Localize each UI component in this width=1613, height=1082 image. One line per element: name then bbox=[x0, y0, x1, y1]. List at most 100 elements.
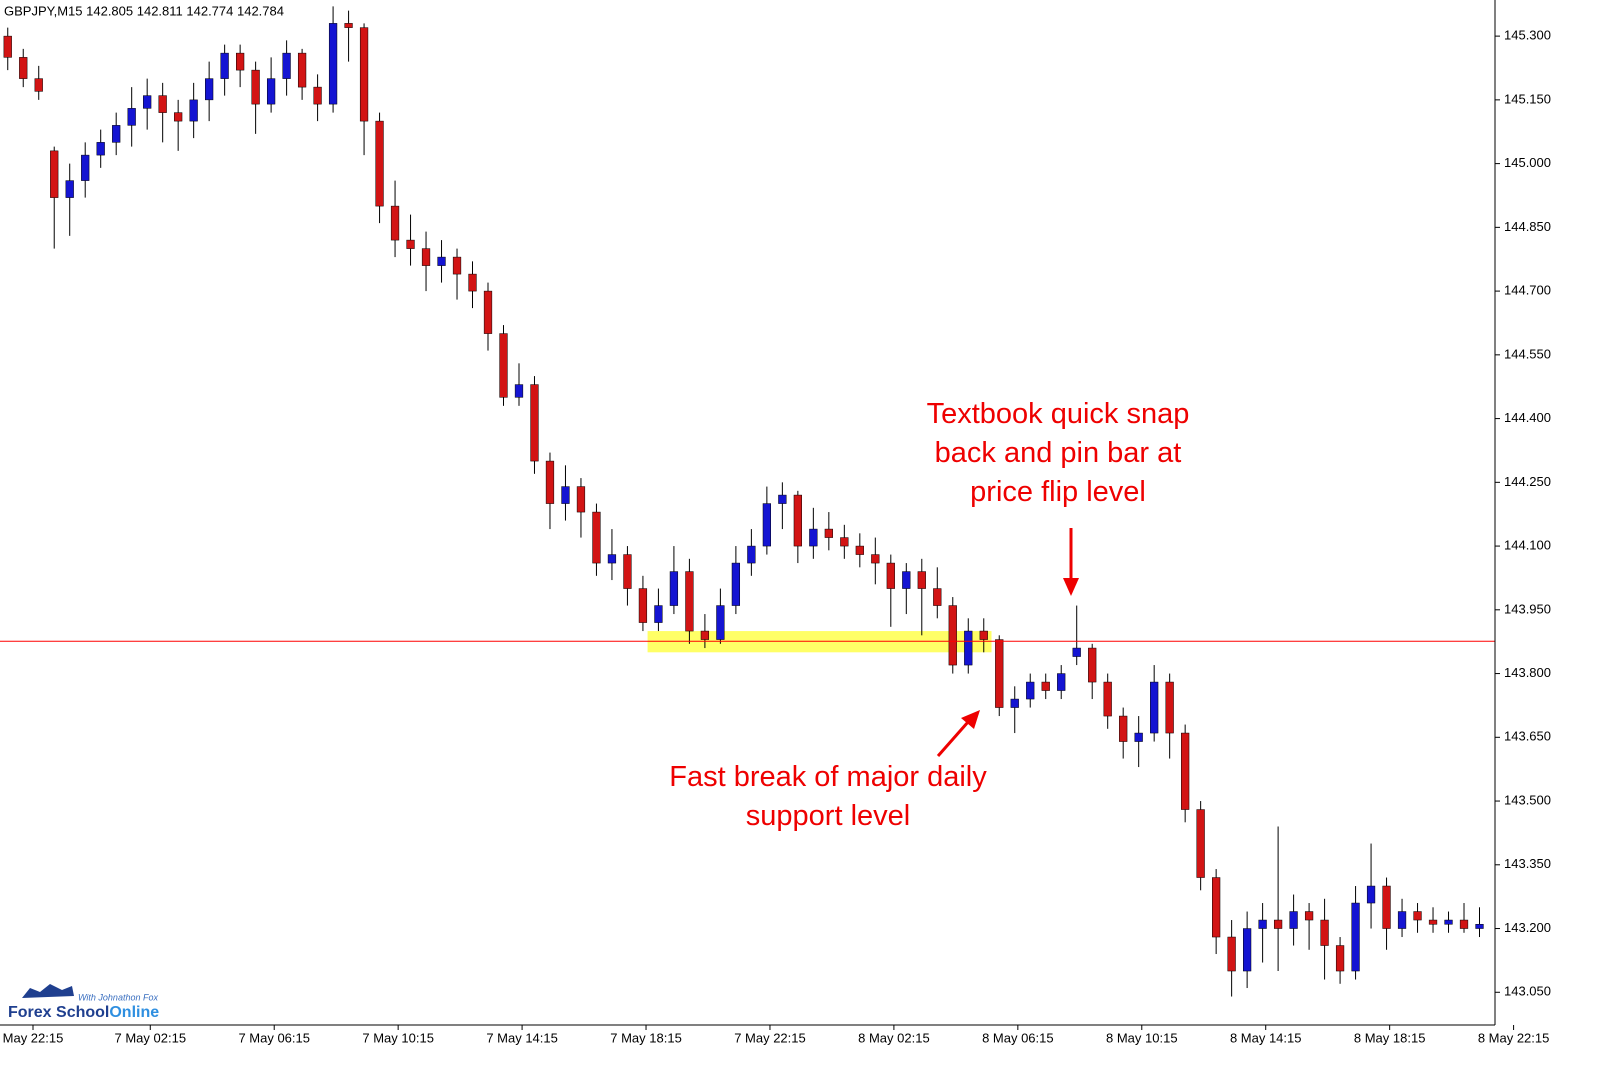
y-tick-label: 144.100 bbox=[1504, 538, 1551, 553]
arrow bbox=[936, 710, 980, 757]
x-tick-label: 8 May 22:15 bbox=[1478, 1030, 1550, 1045]
candle-body bbox=[638, 588, 648, 623]
logo-tagline: With Johnathon Fox bbox=[78, 992, 158, 1002]
candle-body bbox=[499, 333, 508, 398]
candle-body bbox=[297, 52, 307, 88]
candle-body bbox=[824, 528, 833, 538]
candle-body bbox=[530, 384, 539, 462]
candle-body bbox=[1196, 809, 1205, 878]
candle-body bbox=[623, 554, 632, 589]
candle-body bbox=[1459, 919, 1469, 929]
candle-body bbox=[716, 605, 725, 640]
candle-body bbox=[1088, 647, 1097, 683]
candle-body bbox=[948, 605, 957, 666]
candle-body bbox=[1010, 698, 1019, 708]
logo-name-accent: Online bbox=[109, 1004, 159, 1021]
annotation: Fast break of major daily support level bbox=[669, 761, 987, 832]
annotation: Textbook quick snap back and pin bar at pr… bbox=[927, 398, 1190, 508]
candle-body bbox=[359, 27, 369, 122]
candle-body bbox=[375, 120, 384, 207]
y-tick-label: 143.350 bbox=[1504, 856, 1551, 871]
candle-body bbox=[1134, 732, 1143, 742]
candle-body bbox=[452, 256, 462, 275]
logo-name-main: Forex School bbox=[8, 1004, 109, 1021]
candle-body bbox=[576, 486, 586, 513]
candle-body bbox=[1366, 885, 1376, 904]
candle-body bbox=[1181, 732, 1190, 810]
x-tick-label: 8 May 06:15 bbox=[982, 1030, 1054, 1045]
candle-body bbox=[1057, 673, 1066, 691]
y-tick-label: 145.000 bbox=[1504, 155, 1551, 170]
candle-body bbox=[1320, 919, 1329, 946]
candle-body bbox=[1351, 902, 1360, 972]
candle-body bbox=[437, 256, 446, 266]
candle-body bbox=[561, 486, 570, 504]
x-tick-label: 7 May 06:15 bbox=[238, 1030, 310, 1045]
candle-body bbox=[1258, 919, 1267, 929]
annotation-line: Textbook quick snap bbox=[927, 398, 1190, 430]
candle-body bbox=[236, 52, 245, 71]
candle-body bbox=[1026, 681, 1035, 700]
candle-body bbox=[266, 78, 276, 105]
candle-body bbox=[762, 503, 771, 547]
candle-body bbox=[3, 35, 12, 58]
y-tick-label: 144.250 bbox=[1504, 474, 1551, 489]
candle-body bbox=[871, 554, 880, 564]
x-tick-label: 7 May 10:15 bbox=[362, 1030, 434, 1045]
candle-body bbox=[251, 69, 260, 105]
plot bbox=[0, 6, 1495, 997]
candle-body bbox=[406, 239, 415, 249]
candle-body bbox=[1165, 681, 1174, 734]
y-tick-label: 143.950 bbox=[1504, 601, 1551, 616]
candle-body bbox=[483, 290, 493, 334]
candle-body bbox=[1397, 911, 1407, 929]
candle-body bbox=[1227, 936, 1236, 972]
candle-body bbox=[1103, 681, 1112, 717]
candle-body bbox=[747, 545, 756, 564]
candle-body bbox=[1475, 924, 1484, 929]
candle-body bbox=[1243, 928, 1252, 972]
candle-body bbox=[313, 86, 322, 105]
y-tick-label: 144.850 bbox=[1504, 219, 1551, 234]
candle-body bbox=[205, 78, 214, 101]
candle-body bbox=[158, 95, 167, 113]
x-tick-label: 8 May 10:15 bbox=[1106, 1030, 1178, 1045]
candle-body bbox=[840, 537, 849, 547]
candle-body bbox=[220, 52, 229, 79]
x-tick-label: 7 May 22:15 bbox=[734, 1030, 806, 1045]
y-tick-label: 143.800 bbox=[1504, 665, 1551, 680]
candle-body bbox=[1072, 647, 1081, 657]
annotation-line: price flip level bbox=[970, 476, 1146, 508]
candle-body bbox=[1444, 919, 1453, 925]
candle-body bbox=[1335, 945, 1345, 972]
y-tick-label: 143.050 bbox=[1504, 984, 1551, 999]
y-tick-label: 144.400 bbox=[1504, 410, 1551, 425]
candle-body bbox=[81, 154, 90, 181]
candle-body bbox=[855, 545, 864, 555]
logo-name: Forex SchoolOnline bbox=[8, 1004, 159, 1021]
candle-body bbox=[700, 630, 710, 640]
candle-body bbox=[344, 23, 353, 28]
y-tick-label: 145.150 bbox=[1504, 91, 1551, 106]
candle-body bbox=[654, 605, 663, 623]
y-tick-label: 143.500 bbox=[1504, 792, 1551, 807]
y-tick-label: 143.650 bbox=[1504, 729, 1551, 744]
candle-body bbox=[390, 205, 400, 241]
candle-body bbox=[421, 248, 431, 266]
candle-body bbox=[545, 460, 555, 504]
candle-body bbox=[607, 554, 617, 564]
candle-body bbox=[731, 562, 741, 606]
x-tick-label: 8 May 18:15 bbox=[1354, 1030, 1426, 1045]
candle-body bbox=[964, 630, 973, 666]
x-tick-label: 7 May 14:15 bbox=[486, 1030, 558, 1045]
y-tick-label: 144.700 bbox=[1504, 283, 1551, 298]
candle-body bbox=[1304, 911, 1314, 921]
candle-body bbox=[34, 78, 43, 92]
candle-body bbox=[514, 384, 524, 398]
candle-body bbox=[793, 494, 802, 547]
logo: With Johnathon Fox Forex SchoolOnline bbox=[8, 984, 159, 1021]
candle-body bbox=[328, 23, 338, 105]
candle-body bbox=[1041, 681, 1050, 691]
candle-body bbox=[685, 571, 694, 632]
